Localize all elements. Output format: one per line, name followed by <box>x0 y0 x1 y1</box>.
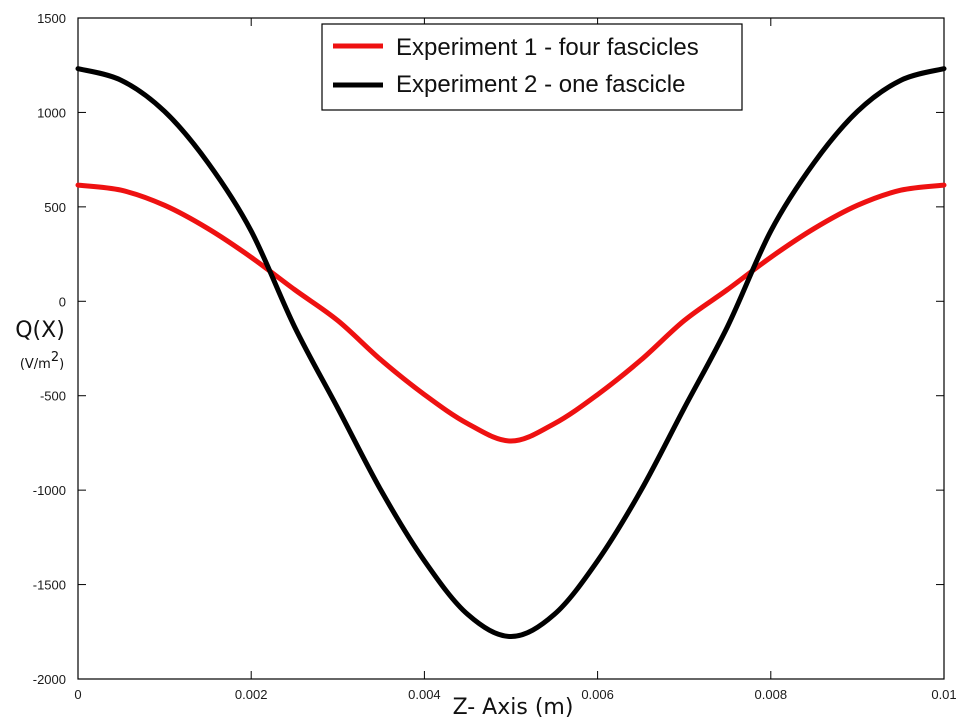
legend-label-experiment-1: Experiment 1 - four fascicles <box>396 34 699 61</box>
x-tick-label: 0.01 <box>931 687 956 702</box>
y-tick-label: 0 <box>59 294 66 309</box>
y-axis-unit-close: ) <box>59 357 64 372</box>
y-axis-unit: (V/m2) <box>20 350 64 372</box>
x-axis-label: Z- Axis (m) <box>453 695 574 719</box>
x-tick-label: 0 <box>74 687 81 702</box>
legend: Experiment 1 - four fascicles Experiment… <box>321 23 743 111</box>
legend-label-experiment-2: Experiment 2 - one fascicle <box>396 71 685 98</box>
y-tick-label: 500 <box>44 200 66 215</box>
y-tick-label: -500 <box>40 389 66 404</box>
legend-box <box>321 23 743 111</box>
y-tick-label: -2000 <box>33 672 66 687</box>
y-tick-label: -1500 <box>33 578 66 593</box>
y-tick-label: -1000 <box>33 483 66 498</box>
x-tick-label: 0.006 <box>581 687 614 702</box>
y-tick-label: 1500 <box>37 11 66 26</box>
y-tick-label: 1000 <box>37 105 66 120</box>
series-layer <box>75 66 947 640</box>
x-tick-label: 0.002 <box>235 687 268 702</box>
axis-ticks: 0 0.002 0.004 0.006 0.008 0.01 -2000 -1500 -1000… <box>33 11 957 702</box>
y-axis-unit-base: (V/m <box>20 357 51 372</box>
x-tick-label: 0.008 <box>755 687 788 702</box>
x-tick-label: 0.004 <box>408 687 441 702</box>
y-axis-unit-exponent: 2 <box>51 350 59 365</box>
y-axis-label: Q(X) <box>15 318 65 343</box>
plot-area <box>77 17 945 680</box>
